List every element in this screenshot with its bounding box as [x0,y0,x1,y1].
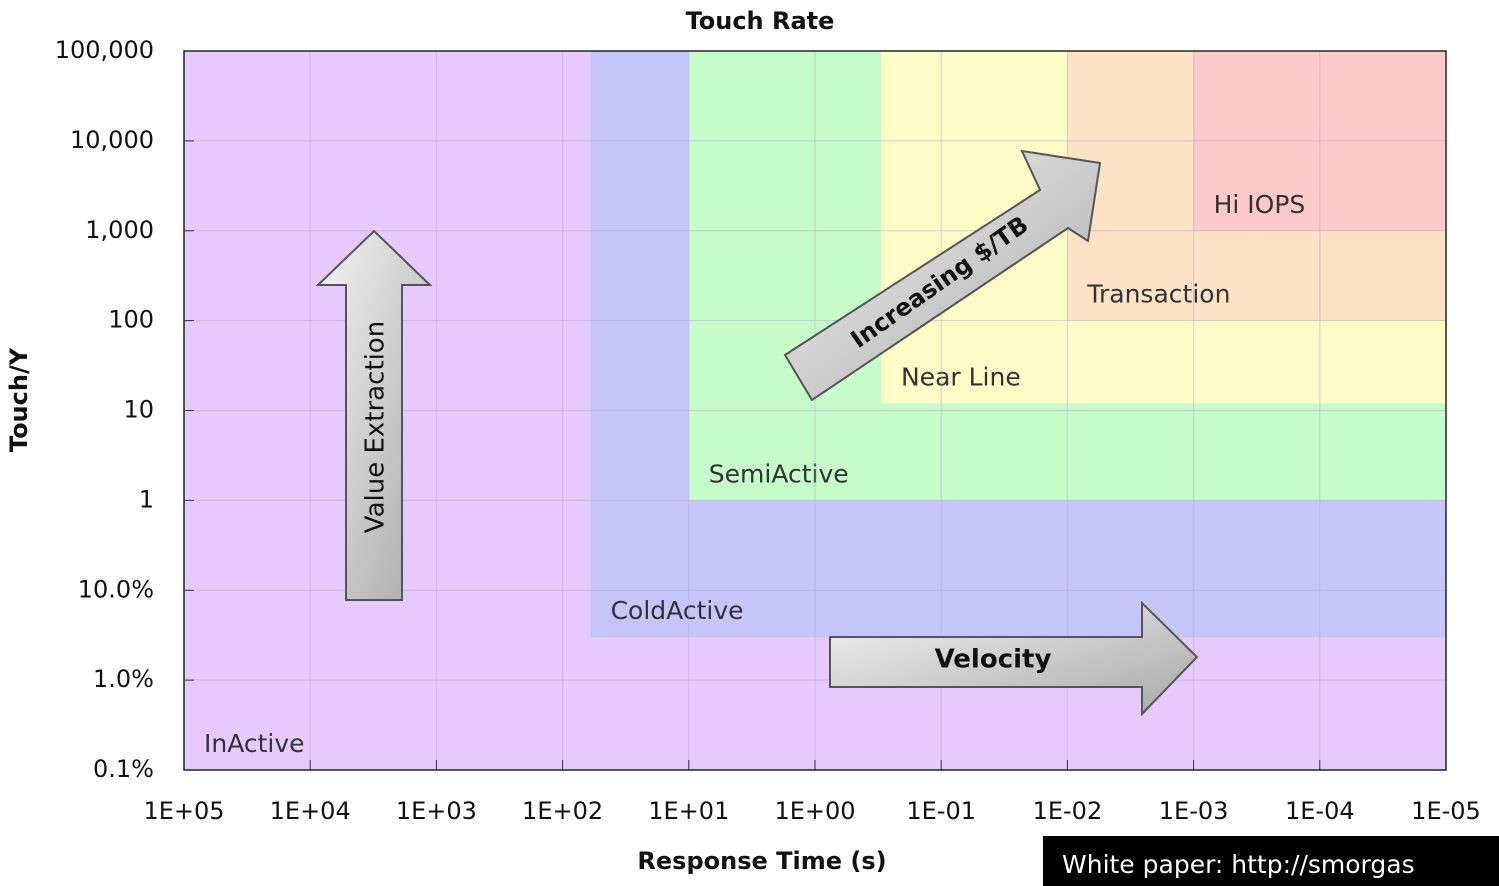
x-tick-label: 1E-02 [1033,797,1103,825]
arrow-diagonal [783,149,1102,402]
chart-title: Touch Rate [686,7,835,35]
arrow-right [829,600,1199,717]
x-tick-label: 1E+02 [522,797,603,825]
x-tick-label: 1E+04 [270,797,351,825]
y-tick-label: 10.0% [78,575,154,603]
region-label: Near Line [901,362,1021,391]
y-tick-label: 0.1% [93,755,154,783]
y-tick-label: 100 [108,306,154,334]
y-tick-label: 1,000 [85,216,154,244]
region-label: InActive [204,729,305,758]
x-tick-label: 1E-03 [1159,797,1229,825]
region-label: SemiActive [709,459,849,488]
y-tick-label: 10 [123,396,154,424]
x-tick-label: 1E+05 [143,797,224,825]
x-tick-label: 1E+00 [774,797,855,825]
arrow-up [315,229,433,601]
x-tick-label: 1E-04 [1285,797,1355,825]
footer-box [1043,836,1499,886]
region-label: Hi IOPS [1214,190,1306,219]
y-tick-label: 1.0% [93,665,154,693]
region-label: Transaction [1086,280,1230,309]
footer: White paper: http://smorgas [1062,850,1415,879]
region-label: ColdActive [611,596,744,625]
annotation: Velocity [935,645,1052,675]
plot-frame [183,50,1447,771]
y-tick-label: 10,000 [70,126,154,154]
annotation: Value Extraction [361,321,391,533]
x-axis-label: Response Time (s) [637,847,886,875]
y-tick-label: 1 [139,485,154,513]
x-tick-label: 1E-05 [1411,797,1481,825]
y-tick-label: 100,000 [55,36,154,64]
x-tick-label: 1E+01 [648,797,729,825]
y-axis-label: Touch/Y [5,347,33,452]
x-tick-label: 1E-01 [906,797,976,825]
x-tick-label: 1E+03 [396,797,477,825]
